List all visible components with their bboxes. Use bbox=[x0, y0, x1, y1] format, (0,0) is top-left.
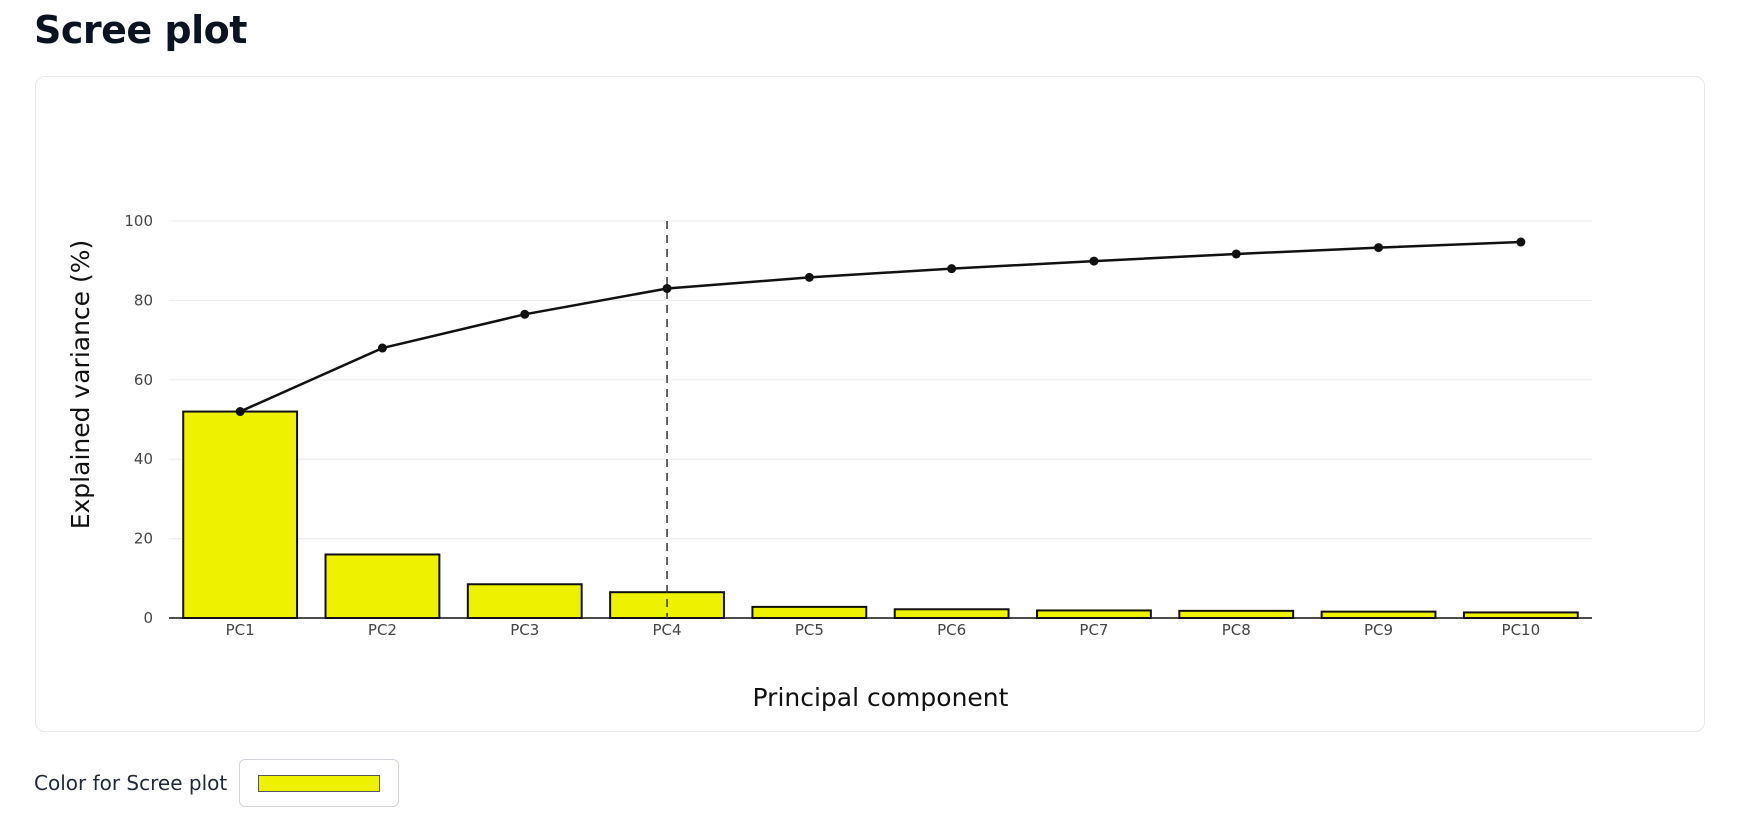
cumulative-point-pc7 bbox=[1089, 256, 1099, 266]
color-swatch bbox=[258, 774, 381, 792]
tick-label-layer: 0 20 40 60 80 100 PC1 PC2 PC3 PC4 PC5 PC6 PC7 PC8 PC9 P… bbox=[124, 212, 1540, 639]
bar-pc7 bbox=[1036, 609, 1152, 619]
x-tick-label-pc7: PC7 bbox=[1079, 621, 1108, 639]
y-tick-label-60: 60 bbox=[134, 371, 153, 389]
x-axis-title: Principal component bbox=[753, 683, 1009, 712]
chart-card: 0 20 40 60 80 100 PC1 PC2 PC3 PC4 PC5 PC6 PC7 PC8 PC9 P… bbox=[35, 76, 1705, 732]
page-title: Scree plot bbox=[34, 8, 247, 52]
bar-pc10 bbox=[1462, 611, 1579, 620]
cumulative-point-pc2 bbox=[377, 343, 387, 353]
bar-pc5 bbox=[751, 605, 868, 619]
color-picker-row: Color for Scree plot bbox=[34, 758, 400, 808]
cumulative-point-pc4 bbox=[662, 283, 672, 293]
y-axis-title: Explained variance (%) bbox=[66, 240, 95, 530]
y-tick-label-40: 40 bbox=[134, 450, 153, 468]
bar-pc8 bbox=[1178, 609, 1295, 620]
x-tick-label-pc4: PC4 bbox=[653, 621, 682, 639]
x-tick-label-pc1: PC1 bbox=[226, 621, 255, 639]
bar-pc3 bbox=[466, 583, 583, 620]
bar-pc1 bbox=[182, 410, 299, 619]
y-tick-label-0: 0 bbox=[143, 609, 153, 627]
cumulative-point-pc5 bbox=[804, 272, 814, 282]
y-tick-label-80: 80 bbox=[134, 291, 153, 309]
x-tick-label-pc2: PC2 bbox=[368, 621, 397, 639]
bar-pc9 bbox=[1320, 610, 1437, 620]
cumulative-line-layer bbox=[235, 237, 1526, 417]
bar-layer bbox=[182, 410, 1579, 620]
x-tick-label-pc9: PC9 bbox=[1364, 621, 1393, 639]
cumulative-point-pc6 bbox=[947, 264, 957, 274]
color-picker-label: Color for Scree plot bbox=[34, 771, 228, 795]
cumulative-point-pc1 bbox=[235, 407, 245, 417]
scree-plot-chart: 0 20 40 60 80 100 PC1 PC2 PC3 PC4 PC5 PC6 PC7 PC8 PC9 P… bbox=[66, 212, 1592, 712]
cumulative-point-pc8 bbox=[1231, 249, 1241, 259]
x-tick-label-pc10: PC10 bbox=[1502, 621, 1541, 639]
bar-pc6 bbox=[893, 608, 1010, 619]
cumulative-point-pc3 bbox=[520, 309, 530, 319]
x-tick-label-pc5: PC5 bbox=[795, 621, 824, 639]
x-tick-label-pc8: PC8 bbox=[1222, 621, 1251, 639]
bar-pc2 bbox=[324, 553, 441, 620]
x-tick-label-pc3: PC3 bbox=[510, 621, 539, 639]
y-tick-label-100: 100 bbox=[124, 212, 153, 230]
cumulative-point-pc10 bbox=[1516, 237, 1526, 247]
color-picker-button[interactable] bbox=[239, 759, 400, 807]
y-tick-label-20: 20 bbox=[134, 530, 153, 548]
grid-layer bbox=[169, 220, 1592, 540]
x-tick-label-pc6: PC6 bbox=[937, 621, 966, 639]
cumulative-line bbox=[239, 240, 1521, 413]
cumulative-point-pc9 bbox=[1374, 243, 1384, 253]
